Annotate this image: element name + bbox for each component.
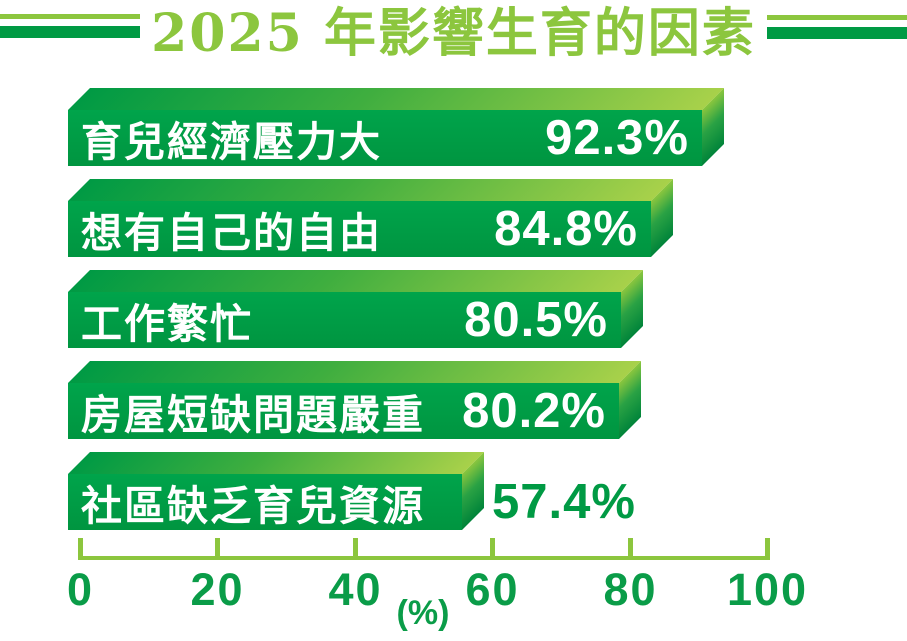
x-axis-tick-label: 100: [726, 564, 809, 615]
bar-top-face: [68, 452, 484, 474]
x-axis-tick-label: 40: [328, 564, 383, 615]
bar-front-face: 想有自己的自由 84.8%: [68, 201, 651, 257]
x-axis-tick-0: 0: [67, 538, 92, 615]
bar-front-face: 社區缺乏育兒資源 57.4%: [68, 474, 635, 530]
header-rule-right-thick: [767, 27, 907, 39]
bar-row-1: 育兒經濟壓力大 92.3%: [68, 88, 724, 166]
header-rule-left-thick: [0, 26, 140, 38]
page-title: 2025 年影響生育的因素: [151, 3, 756, 64]
bar-category-label: 社區缺乏育兒資源: [81, 483, 425, 529]
x-axis-tick-100: 100: [727, 538, 806, 615]
bar-value-label: 84.8%: [494, 202, 638, 256]
header-rule-left: [0, 14, 140, 38]
bar-top-face: [68, 88, 724, 110]
header-rule-right: [767, 15, 907, 39]
x-axis-tick-label: 80: [603, 564, 658, 615]
bar-value-label: 92.3%: [545, 111, 689, 165]
x-axis-line: [78, 556, 768, 560]
bar-top-face: [68, 179, 673, 201]
bar-value-label: 80.5%: [464, 293, 608, 347]
x-axis-tick-40: 40: [328, 538, 381, 615]
bar-value-label: 80.2%: [462, 384, 606, 438]
bar-row-3: 工作繁忙 80.5%: [68, 270, 643, 348]
bar-top-face: [68, 361, 641, 383]
header-rule-left-thin: [0, 14, 140, 19]
bar-row-4: 房屋短缺問題嚴重 80.2%: [68, 361, 641, 439]
bar-row-2: 想有自己的自由 84.8%: [68, 179, 673, 257]
bar-value-label: 57.4%: [492, 475, 636, 529]
x-axis-tick-80: 80: [603, 538, 656, 615]
bar-category-label: 想有自己的自由: [81, 210, 382, 256]
bar-category-label: 房屋短缺問題嚴重: [81, 392, 425, 438]
x-axis-unit-label: (%): [396, 594, 450, 632]
x-axis-tick-label: 60: [465, 564, 520, 615]
x-axis-tick-label: 0: [66, 564, 95, 615]
bar-row-5: 社區缺乏育兒資源 57.4%: [68, 452, 635, 530]
bar-front-face: 育兒經濟壓力大 92.3%: [68, 110, 702, 166]
bar-front-face: 房屋短缺問題嚴重 80.2%: [68, 383, 619, 439]
bar-front-face: 工作繁忙 80.5%: [68, 292, 621, 348]
x-axis-tick-60: 60: [465, 538, 518, 615]
bar-category-label: 育兒經濟壓力大: [81, 119, 382, 165]
x-axis-tick-20: 20: [190, 538, 243, 615]
header-rule-right-thin: [767, 15, 907, 20]
bar-top-face: [68, 270, 643, 292]
x-axis-tick-label: 20: [190, 564, 245, 615]
bar-category-label: 工作繁忙: [81, 301, 253, 347]
